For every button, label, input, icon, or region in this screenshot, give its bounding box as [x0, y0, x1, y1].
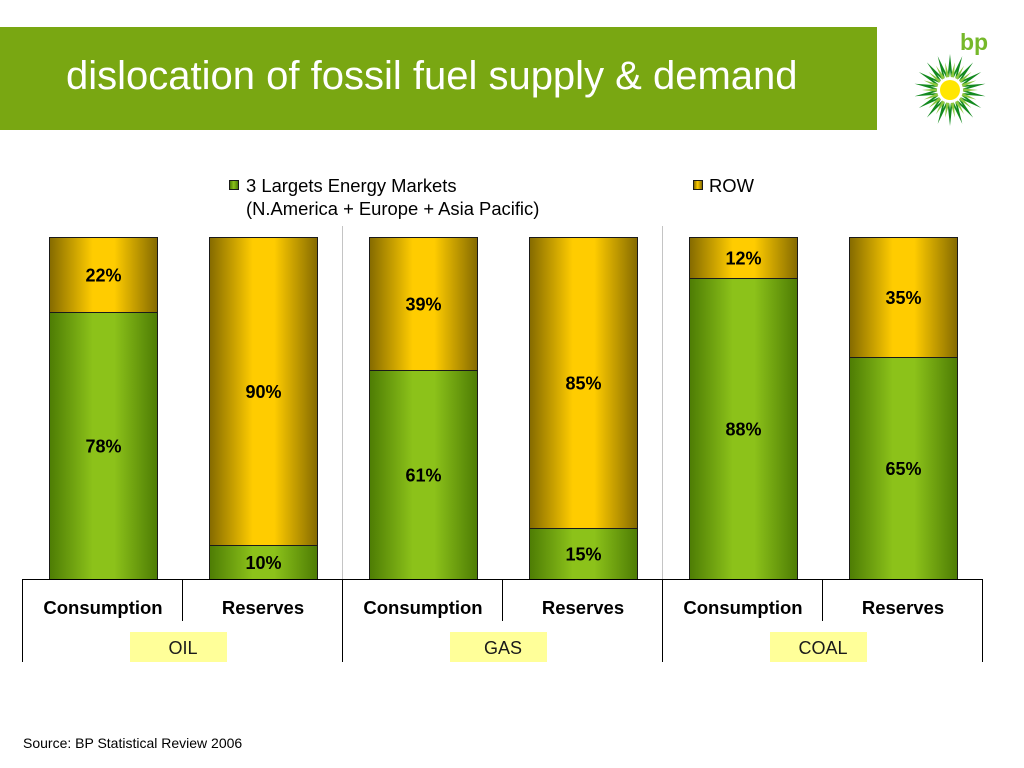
stacked-bar-chart: 78%22%10%90%61%39%15%85%88%12%65%35%Cons… — [22, 226, 983, 662]
bar-segment-3-largets-energy-markets — [209, 545, 318, 580]
data-label-unit: % — [426, 465, 442, 485]
data-label-value: 88 — [725, 419, 745, 439]
data-label-unit: % — [266, 382, 282, 402]
data-label: 78% — [85, 436, 121, 456]
legend-label-line1: ROW — [709, 175, 754, 196]
group-label-gas: GAS — [450, 632, 547, 662]
x-tick-label-consumption: Consumption — [43, 597, 162, 618]
group-label-box — [770, 632, 867, 662]
logo-petal — [947, 98, 953, 126]
data-label-unit: % — [426, 294, 442, 314]
data-label: 65% — [885, 459, 921, 479]
data-label: 15% — [565, 544, 601, 564]
helios-sunflower-icon — [914, 54, 986, 126]
bar-oil-consumption: 78%22% — [49, 237, 158, 580]
group-label-oil: OIL — [130, 632, 227, 662]
bar-segment-row — [369, 237, 478, 371]
data-label-value: 12 — [725, 248, 745, 268]
source-note: Source: BP Statistical Review 2006 — [23, 735, 243, 751]
logo-core — [940, 80, 960, 100]
title-banner: dislocation of fossil fuel supply & dema… — [0, 27, 877, 130]
data-label-unit: % — [906, 288, 922, 308]
legend-label-major-markets: 3 Largets Energy Markets (N.America + Eu… — [246, 174, 539, 220]
bar-segment-row — [689, 237, 798, 279]
bar-segment-3-largets-energy-markets — [49, 312, 158, 580]
data-label-value: 15 — [565, 544, 585, 564]
data-label: 35% — [885, 288, 921, 308]
bar-segment-row — [849, 237, 958, 358]
data-label-unit: % — [106, 265, 122, 285]
data-label: 90% — [245, 382, 281, 402]
x-tick-label-consumption: Consumption — [683, 597, 802, 618]
data-label-value: 65 — [885, 459, 905, 479]
bar-segment-3-largets-energy-markets — [529, 528, 638, 580]
x-tick-label-reserves: Reserves — [222, 597, 304, 618]
data-label-value: 39 — [405, 294, 425, 314]
data-label-unit: % — [746, 248, 762, 268]
data-label-value: 90 — [245, 382, 265, 402]
plot-area: 78%22%10%90%61%39%15%85%88%12%65%35%Cons… — [22, 226, 983, 662]
logo-petal — [947, 54, 953, 82]
data-label-value: 85 — [565, 373, 585, 393]
bar-segment-row — [49, 237, 158, 313]
data-label: 10% — [245, 553, 281, 573]
bp-helios-logo-icon: bp — [914, 29, 988, 126]
bar-segment-3-largets-energy-markets — [689, 278, 798, 580]
data-label-unit: % — [266, 553, 282, 573]
data-label: 12% — [725, 248, 761, 268]
data-label-unit: % — [906, 459, 922, 479]
bar-gas-reserves: 15%85% — [529, 237, 638, 580]
bar-segment-3-largets-energy-markets — [369, 370, 478, 580]
bp-wordmark: bp — [960, 29, 988, 55]
data-label: 85% — [565, 373, 601, 393]
bar-segment-row — [209, 237, 318, 546]
group-label-box — [130, 632, 227, 662]
slide-title: dislocation of fossil fuel supply & dema… — [66, 54, 798, 98]
group-label-coal: COAL — [770, 632, 867, 662]
legend-swatch-row — [693, 180, 703, 190]
data-label-value: 61 — [405, 465, 425, 485]
legend-label-line1: 3 Largets Energy Markets — [246, 175, 457, 196]
bar-gas-consumption: 61%39% — [369, 237, 478, 580]
group-label-text: GAS — [484, 638, 522, 658]
data-label-value: 22 — [85, 265, 105, 285]
legend-label-row: ROW — [709, 174, 754, 197]
data-label-value: 35 — [885, 288, 905, 308]
bar-coal-consumption: 88%12% — [689, 237, 798, 580]
group-label-text: OIL — [168, 638, 197, 658]
bar-oil-reserves: 10%90% — [209, 237, 318, 580]
data-label-unit: % — [106, 436, 122, 456]
data-label-value: 10 — [245, 553, 265, 573]
x-tick-label-reserves: Reserves — [542, 597, 624, 618]
group-label-text: COAL — [798, 638, 847, 658]
x-tick-label-consumption: Consumption — [363, 597, 482, 618]
data-label: 61% — [405, 465, 441, 485]
data-label: 88% — [725, 419, 761, 439]
data-label-unit: % — [746, 419, 762, 439]
group-label-box — [450, 632, 547, 662]
data-label-unit: % — [586, 544, 602, 564]
legend-swatch-major-markets — [229, 180, 239, 190]
x-tick-label-reserves: Reserves — [862, 597, 944, 618]
bar-coal-reserves: 65%35% — [849, 237, 958, 580]
legend-label-line2: (N.America + Europe + Asia Pacific) — [246, 198, 540, 219]
data-label-unit: % — [586, 373, 602, 393]
bar-segment-row — [529, 237, 638, 529]
data-label: 39% — [405, 294, 441, 314]
data-label: 22% — [85, 265, 121, 285]
data-label-value: 78 — [85, 436, 105, 456]
